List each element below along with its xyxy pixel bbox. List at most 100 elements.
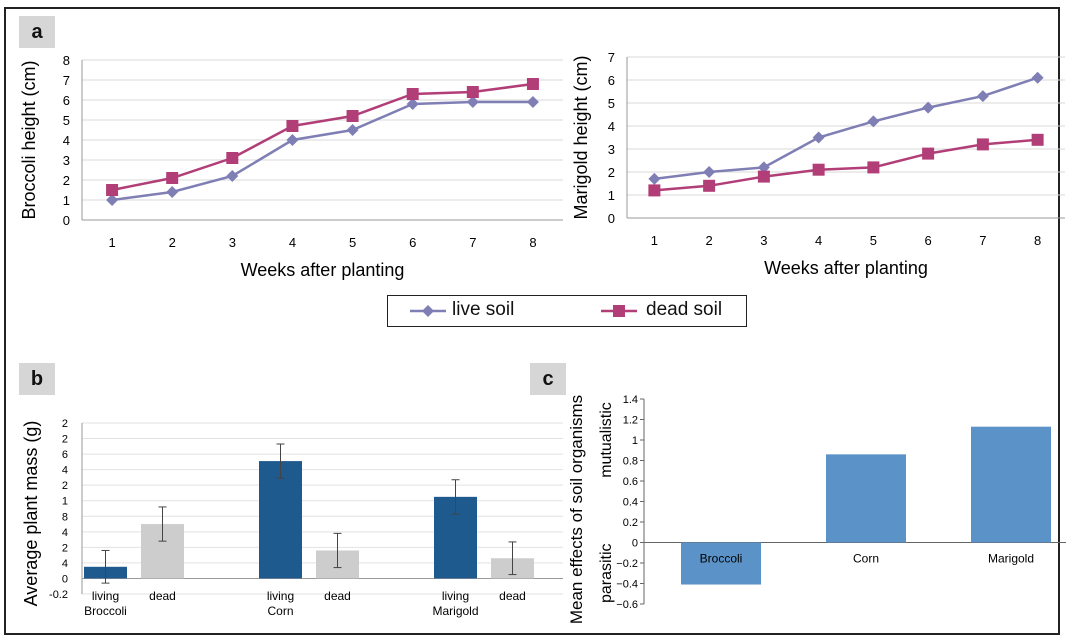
a-left-xtick-label: 1 [108,235,115,250]
c-bar-broccoli [681,542,761,585]
a-right-ylabel: Marigold height (cm) [571,55,591,219]
a-right-dead-point [976,138,989,151]
a-left-ytick-label: 0 [63,213,70,228]
a-left-ytick-label: 5 [63,113,70,128]
a-left-ytick-label: 2 [63,173,70,188]
a-right-live-point [867,115,880,128]
b-ytick-label: 2 [62,418,68,430]
b-bar-label: living [92,589,119,603]
c-ylabel: Mean effects of soil organisms [567,395,586,624]
b-ytick-label: 2 [62,480,68,492]
a-right-xtick-label: 3 [760,233,767,248]
a-right-live-point [648,172,661,185]
a-left-live-point [346,124,359,136]
c-bar-marigold [971,426,1051,543]
b-ytick-label: 0 [62,573,68,585]
a-right-ytick-label: 5 [608,96,615,111]
c-ytick-label: 1.4 [623,394,638,406]
a-right-ytick-label: 2 [608,165,615,180]
a-right-series-dead-line [654,138,1038,192]
a-right-xlabel: Weeks after planting [764,258,928,278]
b-ytick-label: 8 [62,511,68,523]
a-right-dead-point [867,161,880,174]
a-right-xtick-label: 5 [870,233,877,248]
b-ytick-label: 2 [62,542,68,554]
a-left-ytick-label: 1 [63,193,70,208]
a-right-dead-point [1031,133,1044,146]
a-right-dead-point [757,170,770,183]
b-group-label: Corn [267,604,293,618]
a-left-dead-point [286,120,299,132]
a-left-ytick-label: 7 [63,73,70,88]
b-ytick-label: 4 [62,558,68,570]
c-ylabel-bottom: parasitic [598,543,615,603]
a-left-dead-point [346,110,359,122]
a-right-ytick-label: 0 [608,211,615,226]
b-group-label: Broccoli [84,604,127,618]
figure-frame [4,7,1060,635]
c-ytick-label: 0.8 [623,456,638,468]
a-left-dead-point [406,88,419,100]
a-left-series-live-line [111,100,533,202]
a-left-xtick-label: 6 [409,235,416,250]
a-left-live-point [106,194,119,206]
c-ylabel-top: mutualistic [598,402,615,478]
a-right-ytick-label: 4 [608,119,615,134]
a-right-xtick-label: 2 [706,233,713,248]
panel-tag-c: c [530,363,566,395]
a-left-live-point [526,96,539,108]
b-bar-corn-living [259,461,302,579]
b-bar-label: living [442,589,469,603]
c-bar-corn [826,454,906,543]
a-left-xtick-label: 3 [229,235,236,250]
c-ytick-label: 0 [632,538,638,550]
a-left-series-dead-line [111,82,534,192]
a-left-dead-point [166,172,179,184]
a-left-xtick-label: 8 [529,235,536,250]
c-ytick-label: −0.4 [616,579,638,591]
a-right-xtick-label: 1 [651,233,658,248]
c-ytick-label: 0.6 [623,476,638,488]
a-right-xtick-label: 4 [815,233,822,248]
c-ytick-label: −0.2 [616,558,638,570]
c-ytick-label: 1 [632,435,638,447]
a-right-dead-point [812,163,825,176]
a-right-series-live-line [654,76,1038,181]
a-left-ytick-label: 3 [63,153,70,168]
a-right-xtick-label: 7 [979,233,986,248]
c-ytick-label: 1.2 [623,415,638,427]
c-ytick-label: 0.4 [623,497,638,509]
c-category-label: Corn [853,552,879,566]
b-ytick-label: 2 [62,434,68,446]
a-right-ytick-label: 7 [608,50,615,65]
b-bar-label: living [267,589,294,603]
a-right-xtick-label: 8 [1034,233,1041,248]
a-left-dead-point [106,184,119,196]
panel-tag-a: a [19,16,55,48]
b-ytick-label: 1 [62,496,68,508]
b-bar-label: dead [324,589,351,603]
a-right-dead-point [703,179,716,192]
a-right-live-point [1031,71,1044,84]
c-ytick-label: −0.6 [616,599,638,611]
b-bar-label: dead [499,589,526,603]
a-left-live-point [166,186,179,198]
a-right-live-point [976,90,989,103]
a-right-live-point [922,101,935,114]
a-left-dead-point [526,78,539,90]
a-right-live-point [812,131,825,144]
legend-dead-marker [613,305,625,317]
c-ytick-label: 0.2 [623,517,638,529]
b-group-label: Marigold [432,604,478,618]
b-ytick-label: -0.2 [49,589,68,601]
panel-tag-b: b [19,363,55,395]
a-left-live-point [286,134,299,146]
b-ylabel: Average plant mass (g) [21,421,41,607]
legend-live-marker [422,305,434,317]
a-left-ytick-label: 6 [63,93,70,108]
legend: live soil dead soil [387,295,747,327]
a-left-xtick-label: 2 [169,235,176,250]
a-left-xtick-label: 5 [349,235,356,250]
b-ytick-label: 6 [62,449,68,461]
